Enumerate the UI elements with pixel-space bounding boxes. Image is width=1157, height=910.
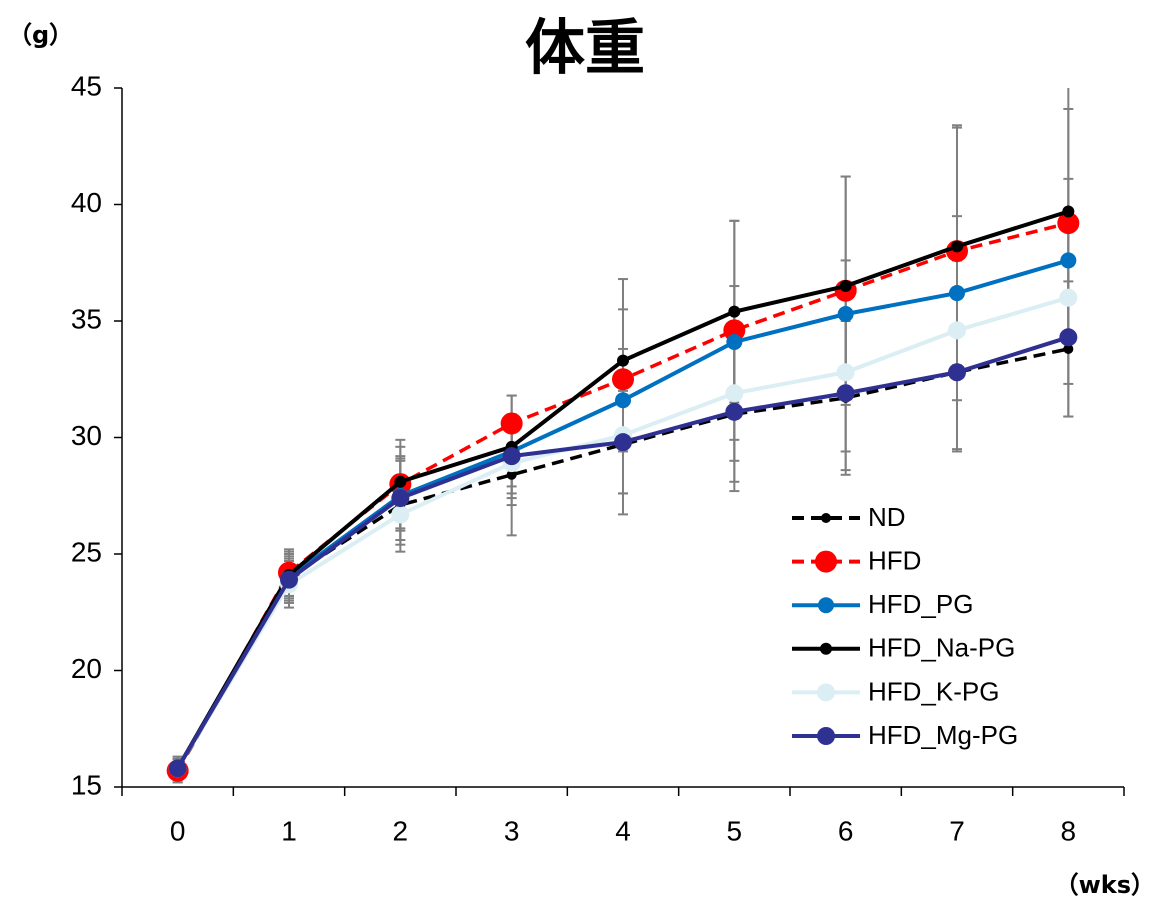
- marker: [391, 505, 410, 524]
- marker: [614, 433, 632, 452]
- legend-marker: [818, 597, 834, 614]
- marker: [728, 305, 741, 318]
- x-tick-label: 5: [727, 815, 743, 846]
- legend-marker: [821, 513, 831, 523]
- x-axis-label: （wks）: [1055, 871, 1155, 899]
- marker: [1057, 212, 1080, 235]
- y-tick-label: 30: [71, 420, 102, 451]
- legend-marker: [817, 683, 835, 702]
- x-tick-label: 2: [393, 815, 409, 846]
- marker: [502, 447, 521, 466]
- y-tick-label: 40: [71, 187, 102, 218]
- legend-label: HFD_Mg-PG: [868, 720, 1018, 750]
- y-tick-label: 20: [71, 653, 102, 684]
- marker: [617, 354, 629, 367]
- marker: [839, 280, 852, 293]
- legend-marker: [820, 642, 832, 655]
- legend-label: HFD_PG: [868, 589, 973, 619]
- marker: [723, 319, 746, 342]
- marker: [280, 570, 298, 589]
- legend-label: HFD: [868, 545, 921, 575]
- marker: [391, 489, 410, 508]
- marker: [1059, 328, 1078, 347]
- marker: [949, 285, 965, 302]
- marker: [948, 321, 966, 340]
- x-tick-label: 0: [170, 815, 186, 846]
- y-tick-label: 45: [71, 70, 102, 101]
- x-tick-label: 1: [281, 815, 297, 846]
- marker: [168, 759, 187, 778]
- legend-label: ND: [868, 502, 906, 532]
- marker: [500, 412, 523, 435]
- marker: [725, 402, 744, 421]
- legend-marker: [817, 727, 835, 745]
- legend-label: HFD_K-PG: [868, 676, 999, 706]
- x-tick-label: 3: [504, 815, 520, 846]
- y-axis-label: （g）: [8, 21, 73, 49]
- marker: [612, 368, 634, 391]
- marker: [1059, 288, 1078, 307]
- y-tick-label: 15: [71, 769, 102, 800]
- y-tick-label: 35: [71, 303, 102, 334]
- marker: [1060, 252, 1077, 269]
- x-tick-label: 4: [615, 815, 631, 846]
- x-tick-label: 6: [838, 815, 854, 846]
- marker: [951, 240, 963, 253]
- marker: [1062, 205, 1075, 218]
- marker: [726, 333, 743, 350]
- marker: [394, 475, 407, 488]
- legend-label: HFD_Na-PG: [868, 633, 1015, 663]
- marker: [506, 469, 517, 480]
- marker: [948, 363, 966, 382]
- x-tick-label: 8: [1061, 815, 1077, 846]
- x-tick-label: 7: [949, 815, 965, 846]
- marker: [836, 363, 855, 382]
- y-tick-label: 25: [71, 536, 102, 567]
- marker: [615, 392, 631, 409]
- marker: [836, 384, 855, 403]
- series-lines: [166, 205, 1080, 782]
- marker: [725, 384, 744, 403]
- marker: [1063, 343, 1074, 354]
- chart-title: 体重: [525, 14, 645, 84]
- legend-marker: [815, 550, 837, 573]
- marker: [837, 306, 854, 323]
